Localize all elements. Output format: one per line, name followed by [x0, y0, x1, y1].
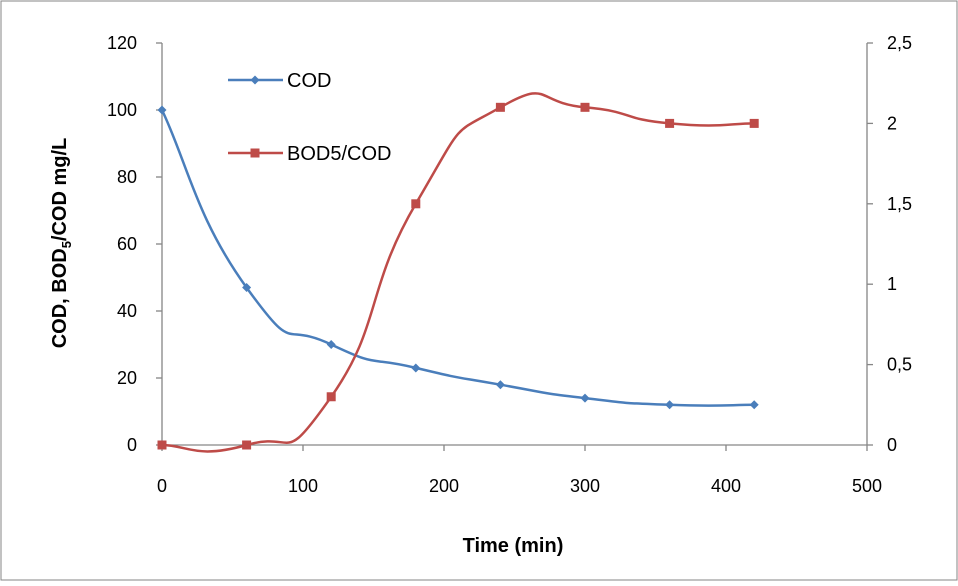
y-right-tick-label: 0: [887, 435, 897, 455]
y-axis-title-suffix: /COD mg/L: [49, 138, 71, 241]
y-right-tick-label: 1: [887, 274, 897, 294]
y-left-tick-label: 120: [107, 33, 137, 53]
series-layer: [157, 92, 759, 453]
data-point-bod5-cod: [580, 102, 590, 112]
legend-marker: [250, 75, 260, 85]
data-point-bod5-cod: [665, 118, 675, 128]
data-point-cod: [157, 105, 167, 115]
legend-label: COD: [287, 70, 331, 92]
data-point-cod: [749, 400, 759, 410]
data-point-bod5-cod: [242, 440, 252, 450]
x-tick-label: 100: [288, 476, 318, 496]
data-point-bod5-cod: [749, 118, 759, 128]
data-point-cod: [411, 363, 421, 373]
x-tick-label: 200: [429, 476, 459, 496]
axes-layer: 0 100 200 300 400 500 0 20 40 60 80 100 120 0 0,5 1 1,5 2…: [107, 33, 912, 496]
data-point-cod: [326, 340, 336, 349]
y-axis-title-subscript: 5: [59, 241, 74, 248]
y-left-tick-label: 60: [117, 234, 137, 254]
data-point-cod: [495, 380, 505, 390]
data-point-bod5-cod: [326, 392, 336, 402]
series-cod: [157, 105, 759, 410]
legend: COD BOD5/COD: [228, 70, 391, 165]
data-point-cod: [242, 283, 252, 293]
data-point-bod5-cod: [495, 102, 505, 112]
y-axis-title: COD, BOD5/COD mg/L: [49, 138, 74, 349]
x-tick-label: 0: [157, 476, 167, 496]
x-axis-title: Time (min): [463, 535, 564, 557]
legend-label: BOD5/COD: [287, 143, 391, 165]
x-tick-label: 400: [711, 476, 741, 496]
y-left-tick-label: 100: [107, 100, 137, 120]
series-bod5-cod: [157, 92, 759, 453]
y-right-tick-label: 2: [887, 113, 897, 133]
y-left-tick-label: 40: [117, 301, 137, 321]
data-point-bod5-cod: [157, 440, 167, 450]
series-line-bod5-cod: [161, 92, 755, 453]
y-left-tick-label: 0: [127, 435, 137, 455]
data-point-bod5-cod: [411, 199, 421, 209]
x-tick-label: 300: [570, 476, 600, 496]
data-point-cod: [665, 400, 675, 410]
y-right-tick-label: 1,5: [887, 194, 912, 214]
data-point-cod: [580, 393, 590, 403]
y-left-tick-label: 80: [117, 167, 137, 187]
y-left-tick-label: 20: [117, 368, 137, 388]
legend-marker: [250, 148, 260, 158]
y-axis-title-prefix: COD, BOD: [49, 248, 71, 348]
y-right-tick-label: 0,5: [887, 355, 912, 375]
x-tick-label: 500: [852, 476, 882, 496]
legend-item-cod: COD: [228, 70, 331, 92]
legend-item-bod5-cod: BOD5/COD: [228, 143, 391, 165]
y-right-tick-label: 2,5: [887, 33, 912, 53]
